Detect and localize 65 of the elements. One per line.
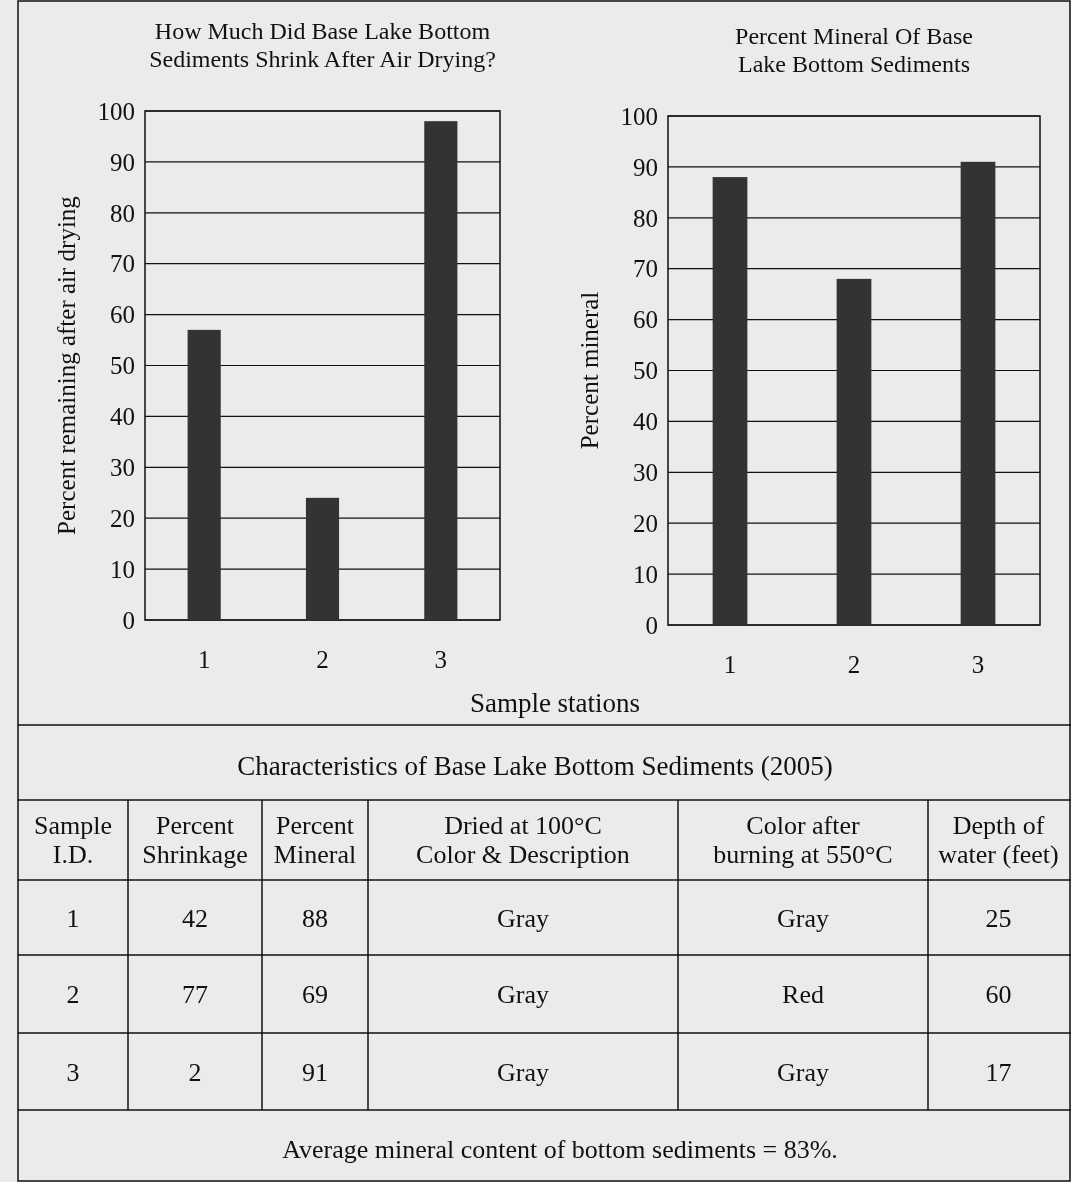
y-tick-label: 0 xyxy=(645,611,658,639)
chart-title: Percent Mineral Of Base Lake Bottom Sediments xyxy=(735,23,973,77)
bar xyxy=(960,161,996,625)
y-tick-label: 100 xyxy=(620,102,658,130)
y-axis-title: Percent mineral xyxy=(576,291,603,450)
text: Gray xyxy=(497,1057,549,1087)
text: Gray xyxy=(497,980,549,1009)
bar xyxy=(305,497,340,620)
y-tick-label: 30 xyxy=(633,459,658,487)
text: Gray xyxy=(497,903,549,933)
text: Characteristics of Base Lake Bottom Sediments (2005) xyxy=(237,751,833,781)
y-tick-label: 40 xyxy=(110,403,135,431)
text: 88 xyxy=(302,903,328,933)
x-tick-label: 2 xyxy=(847,651,861,678)
chart-title: How Much Did Base Lake Bottom Sediments Shrink After Air Drying? xyxy=(149,18,496,72)
y-tick-label: 90 xyxy=(633,153,658,181)
category-label: Color after burning at 550°C xyxy=(713,811,893,869)
text: 91 xyxy=(302,1057,328,1087)
y-tick-label: 10 xyxy=(633,560,658,588)
y-tick-label: 0 xyxy=(122,606,135,634)
bar xyxy=(712,177,748,625)
y-tick-label: 50 xyxy=(633,357,658,385)
bar xyxy=(424,121,458,620)
text: 69 xyxy=(302,980,328,1009)
text: Gray xyxy=(777,1057,829,1087)
category-label: Sample I.D. xyxy=(34,811,112,869)
text: 2 xyxy=(66,980,80,1009)
x-tick-label: 3 xyxy=(971,651,985,678)
text: Average mineral content of bottom sediments = 83%. xyxy=(282,1135,838,1164)
category-label: Percent Mineral xyxy=(273,811,357,869)
y-tick-label: 50 xyxy=(110,352,135,380)
text: Red xyxy=(782,980,824,1009)
text: 2 xyxy=(188,1057,202,1087)
x-tick-label: 1 xyxy=(197,646,211,673)
y-tick-label: 60 xyxy=(110,301,135,329)
x-axis-title: Sample stations xyxy=(469,688,641,718)
x-tick-label: 2 xyxy=(316,646,329,673)
y-tick-label: 20 xyxy=(633,509,658,537)
text: Gray xyxy=(777,903,829,933)
text: 1 xyxy=(66,903,80,933)
y-tick-label: 30 xyxy=(110,454,135,482)
y-axis-title: Percent remaining after air drying xyxy=(53,195,80,535)
y-tick-label: 100 xyxy=(97,97,135,125)
text: 60 xyxy=(985,980,1012,1009)
x-tick-label: 3 xyxy=(434,646,448,673)
y-tick-label: 90 xyxy=(110,148,135,176)
category-label: Depth of water (feet) xyxy=(938,811,1059,869)
y-tick-label: 70 xyxy=(633,255,658,283)
text: 42 xyxy=(182,903,208,933)
category-label: Dried at 100°C Color & Description xyxy=(416,811,630,869)
text: 25 xyxy=(985,903,1012,933)
y-tick-label: 70 xyxy=(110,250,135,278)
y-tick-label: 60 xyxy=(633,306,658,334)
text: 77 xyxy=(182,980,208,1009)
y-tick-label: 20 xyxy=(110,504,135,532)
y-tick-label: 80 xyxy=(110,199,135,227)
bar xyxy=(187,329,221,620)
y-tick-label: 80 xyxy=(633,204,658,232)
x-tick-label: 1 xyxy=(723,651,737,678)
y-tick-label: 10 xyxy=(110,555,135,583)
bar xyxy=(836,278,872,625)
category-label: Percent Shrinkage xyxy=(142,811,248,869)
y-tick-label: 40 xyxy=(633,408,658,436)
text: 17 xyxy=(985,1057,1012,1087)
text: 3 xyxy=(66,1057,80,1087)
